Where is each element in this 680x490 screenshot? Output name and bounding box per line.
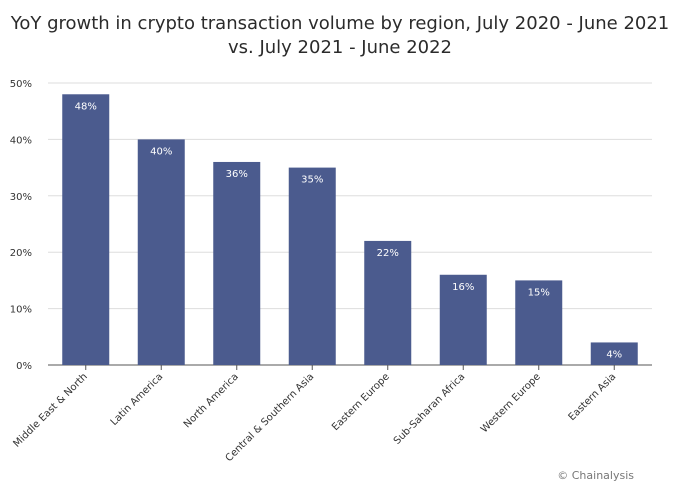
data-label: 35% (301, 175, 323, 186)
data-label: 4% (606, 349, 622, 360)
source-credit: © Chainalysis (557, 469, 634, 482)
data-label: 22% (377, 248, 399, 259)
y-tick-label: 20% (10, 248, 32, 259)
chart-title-line-1: YoY growth in crypto transaction volume … (10, 13, 670, 34)
bar (213, 161, 261, 365)
bar (364, 240, 412, 365)
y-tick-label: 10% (10, 305, 32, 316)
data-label: 48% (75, 101, 97, 112)
x-tick-label: Latin America (109, 371, 166, 428)
x-tick-label: Middle East & North (11, 371, 89, 449)
chart-title: YoY growth in crypto transaction volume … (0, 12, 680, 60)
bar (288, 167, 336, 365)
y-tick-label: 0% (16, 361, 32, 372)
data-label: 16% (452, 282, 474, 293)
bar (62, 94, 110, 365)
x-tick-label: Central & Southern Asia (224, 371, 317, 464)
data-label: 40% (150, 146, 172, 157)
data-label: 36% (226, 169, 248, 180)
y-tick-label: 50% (10, 79, 32, 90)
bar (439, 274, 487, 365)
bar (515, 280, 563, 365)
data-label: 15% (528, 287, 550, 298)
y-tick-label: 30% (10, 192, 32, 203)
x-tick-label: Sub-Saharan Africa (392, 371, 468, 447)
y-tick-label: 40% (10, 135, 32, 146)
bar (137, 139, 185, 365)
x-tick-label: Eastern Asia (567, 371, 619, 423)
x-tick-label: North America (182, 371, 241, 430)
bar (590, 342, 638, 365)
chart-title-line-2: vs. July 2021 - June 2022 (227, 37, 453, 58)
x-tick-label: Western Europe (479, 371, 543, 435)
x-tick-label: Eastern Europe (330, 371, 392, 433)
